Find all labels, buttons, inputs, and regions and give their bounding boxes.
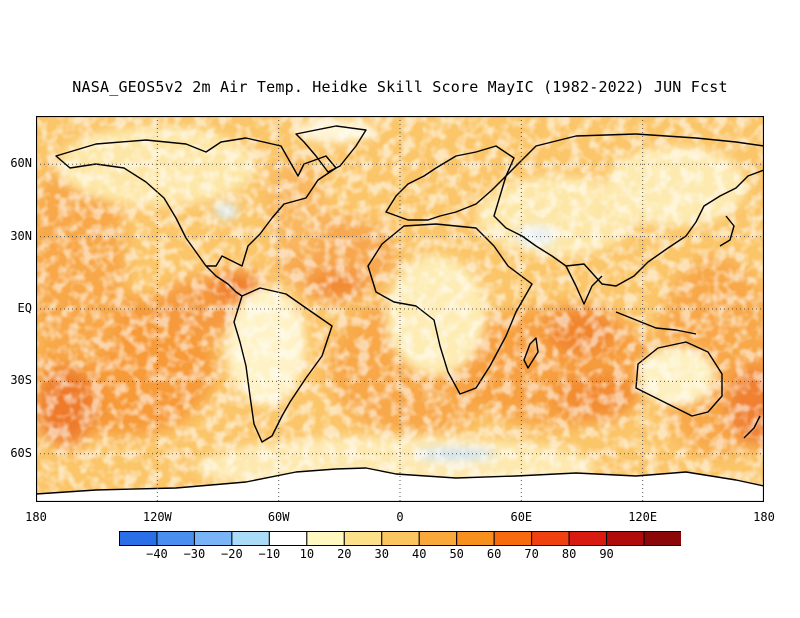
coast-north-america xyxy=(55,137,337,267)
lat-tick-label: 60N xyxy=(10,156,32,171)
map-border xyxy=(35,115,765,503)
lon-tick-label: 120E xyxy=(628,510,658,524)
coast-greenland xyxy=(295,125,367,173)
colorbar-swatch xyxy=(231,531,270,546)
coast-africa xyxy=(367,223,533,395)
lon-tick-label: 180 xyxy=(753,510,775,524)
lon-tick-label: 0 xyxy=(396,510,404,524)
colorbar-label: −20 xyxy=(221,547,243,561)
colorbar-swatch xyxy=(493,531,533,546)
colorbar-swatch xyxy=(306,531,345,546)
coast-indonesia xyxy=(615,311,697,335)
colorbar-swatch xyxy=(531,531,570,546)
colorbar-label: 80 xyxy=(561,547,577,561)
colorbar-swatch xyxy=(343,531,383,546)
colorbar-swatch xyxy=(456,531,495,546)
colorbar-label: 40 xyxy=(411,547,427,561)
map-panel xyxy=(35,115,765,503)
colorbar-swatch xyxy=(418,531,458,546)
colorbar-swatch xyxy=(643,531,681,546)
lat-tick-label: EQ xyxy=(17,301,32,315)
colorbar-label: 10 xyxy=(299,547,315,561)
colorbar-swatch xyxy=(193,531,233,546)
colorbar-label: −40 xyxy=(146,547,168,561)
colorbar xyxy=(119,531,681,546)
graticule xyxy=(36,116,764,502)
lon-tick-label: 180 xyxy=(25,510,47,524)
colorbar-label: 30 xyxy=(374,547,389,561)
coast-asia xyxy=(493,133,765,287)
coast-south-america xyxy=(233,287,333,443)
coast-australia xyxy=(635,341,723,417)
coast-india xyxy=(565,265,603,305)
coast-europe xyxy=(385,145,515,221)
colorbar-swatch xyxy=(381,531,420,546)
colorbar-swatch xyxy=(156,531,195,546)
colorbar-swatch xyxy=(119,531,158,546)
coastlines xyxy=(35,125,765,495)
colorbar-label: 90 xyxy=(599,547,614,561)
lon-tick-label: 60W xyxy=(267,510,290,524)
coast-madagascar xyxy=(523,337,539,369)
lat-tick-label: 60S xyxy=(10,445,32,460)
coast-japan xyxy=(719,215,735,247)
coast-new-zealand xyxy=(743,415,761,439)
colorbar-swatch xyxy=(606,531,645,546)
skill-score-map xyxy=(35,115,765,503)
lat-tick-label: 30N xyxy=(10,228,32,243)
colorbar-swatch xyxy=(268,531,308,546)
colorbar-swatch xyxy=(568,531,608,546)
lat-tick-label: 30S xyxy=(10,373,32,388)
colorbar-label: 70 xyxy=(524,547,539,561)
map-title: NASA_GEOS5v2 2m Air Temp. Heidke Skill S… xyxy=(72,78,728,96)
lon-tick-label: 60E xyxy=(510,510,533,524)
coast-antarctica xyxy=(35,467,765,495)
colorbar-label: −10 xyxy=(258,547,281,561)
colorbar-label: 60 xyxy=(486,547,502,561)
colorbar-label: 20 xyxy=(337,547,352,561)
lon-tick-label: 120W xyxy=(142,510,172,524)
colorbar-label: −30 xyxy=(183,547,206,561)
colorbar-label: 50 xyxy=(449,547,464,561)
coast-central-america xyxy=(205,265,243,297)
